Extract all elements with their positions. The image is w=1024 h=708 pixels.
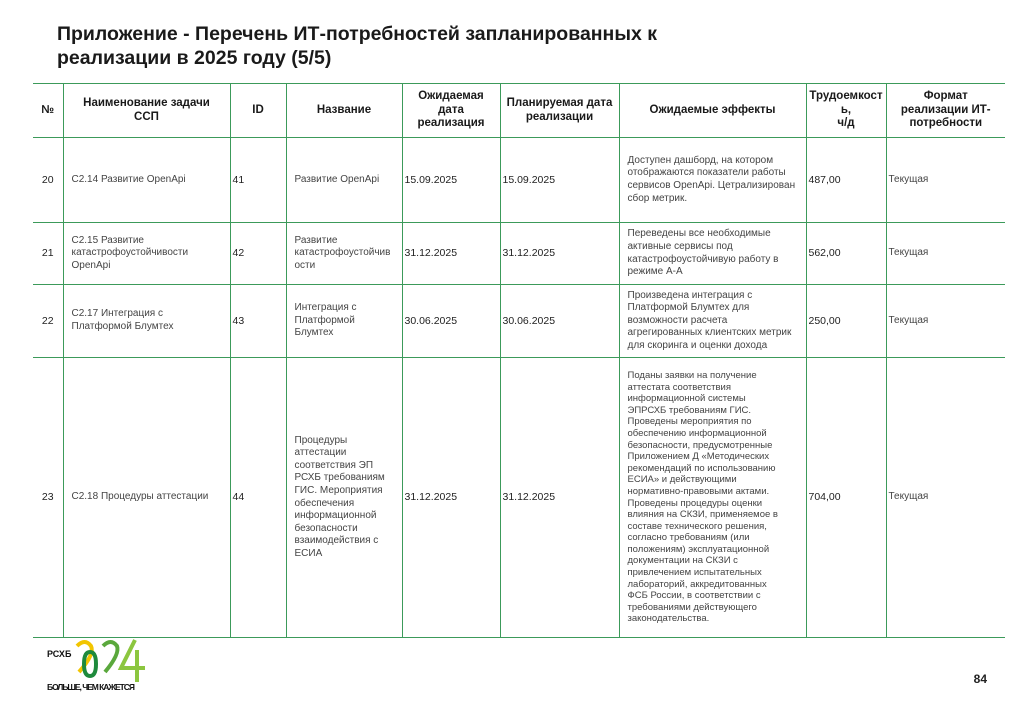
row-effort: 487,00 [805,137,887,223]
row-planned-date: 31.12.2025 [499,222,620,285]
header-task: Наименование задачи ССП [62,83,231,138]
rshb-2024-logo: РСХБ БОЛЬШЕ, ЧЕМ КАЖЕТСЯ [45,636,155,694]
header-planned-date: Планируемая дата реализации [499,83,620,138]
row-expected-date: 31.12.2025 [401,357,501,638]
table-row: 20 С2.14 Развитие OpenApi 41 Развитие Op… [33,137,1005,223]
row-effects: Доступен дашборд, на котором отображаютс… [618,137,807,223]
header-effort: Трудоемкост ь, ч/д [805,83,887,138]
row-effort: 250,00 [805,284,887,358]
row-no: 20 [33,137,64,223]
row-name: Развитие OpenApi [285,137,403,223]
row-id: 44 [229,357,287,638]
row-planned-date: 15.09.2025 [499,137,620,223]
header-effects: Ожидаемые эффекты [618,83,807,138]
table-row: 23 С2.18 Процедуры аттестации 44 Процеду… [33,357,1005,638]
page-title: Приложение - Перечень ИТ-потребностей за… [57,23,658,69]
row-name: Развитие катастрофоустойчив ости [285,222,403,285]
row-no: 22 [33,284,64,358]
row-name: Процедуры аттестации соответствия ЭП РСХ… [285,357,403,638]
table-header-row: № Наименование задачи ССП ID Название Ож… [33,83,1005,138]
header-no: № [33,83,64,138]
row-expected-date: 31.12.2025 [401,222,501,285]
row-no: 23 [33,357,64,638]
it-needs-table: № Наименование задачи ССП ID Название Ож… [33,83,1005,638]
row-format: Текущая [885,137,1005,223]
row-expected-date: 15.09.2025 [401,137,501,223]
row-planned-date: 30.06.2025 [499,284,620,358]
row-effort: 562,00 [805,222,887,285]
page-number: 84 [973,672,987,686]
row-format: Текущая [885,357,1005,638]
row-id: 43 [229,284,287,358]
row-task: С2.18 Процедуры аттестации [62,357,231,638]
svg-text:РСХБ: РСХБ [47,649,72,659]
row-format: Текущая [885,222,1005,285]
row-name: Интеграция с Платформой Блумтех [285,284,403,358]
row-format: Текущая [885,284,1005,358]
row-expected-date: 30.06.2025 [401,284,501,358]
row-id: 41 [229,137,287,223]
row-effects: Произведена интеграция с Платформой Блум… [618,284,807,358]
row-task: С2.15 Развитие катастрофоустойчивости Op… [62,222,231,285]
row-effects: Поданы заявки на получение аттестата соо… [618,357,807,638]
row-effort: 704,00 [805,357,887,638]
header-expected-date: Ожидаемая дата реализация [401,83,501,138]
row-planned-date: 31.12.2025 [499,357,620,638]
table-row: 22 С2.17 Интеграция с Платформой Блумтех… [33,284,1005,358]
row-no: 21 [33,222,64,285]
table-row: 21 С2.15 Развитие катастрофоустойчивости… [33,222,1005,285]
header-id: ID [229,83,287,138]
row-task: С2.14 Развитие OpenApi [62,137,231,223]
row-effects: Переведены все необходимые активные серв… [618,222,807,285]
logo-slogan: БОЛЬШЕ, ЧЕМ КАЖЕТСЯ [47,682,135,692]
header-format: Формат реализации ИТ- потребности [885,83,1005,138]
row-id: 42 [229,222,287,285]
row-task: С2.17 Интеграция с Платформой Блумтех [62,284,231,358]
header-name: Название [285,83,403,138]
